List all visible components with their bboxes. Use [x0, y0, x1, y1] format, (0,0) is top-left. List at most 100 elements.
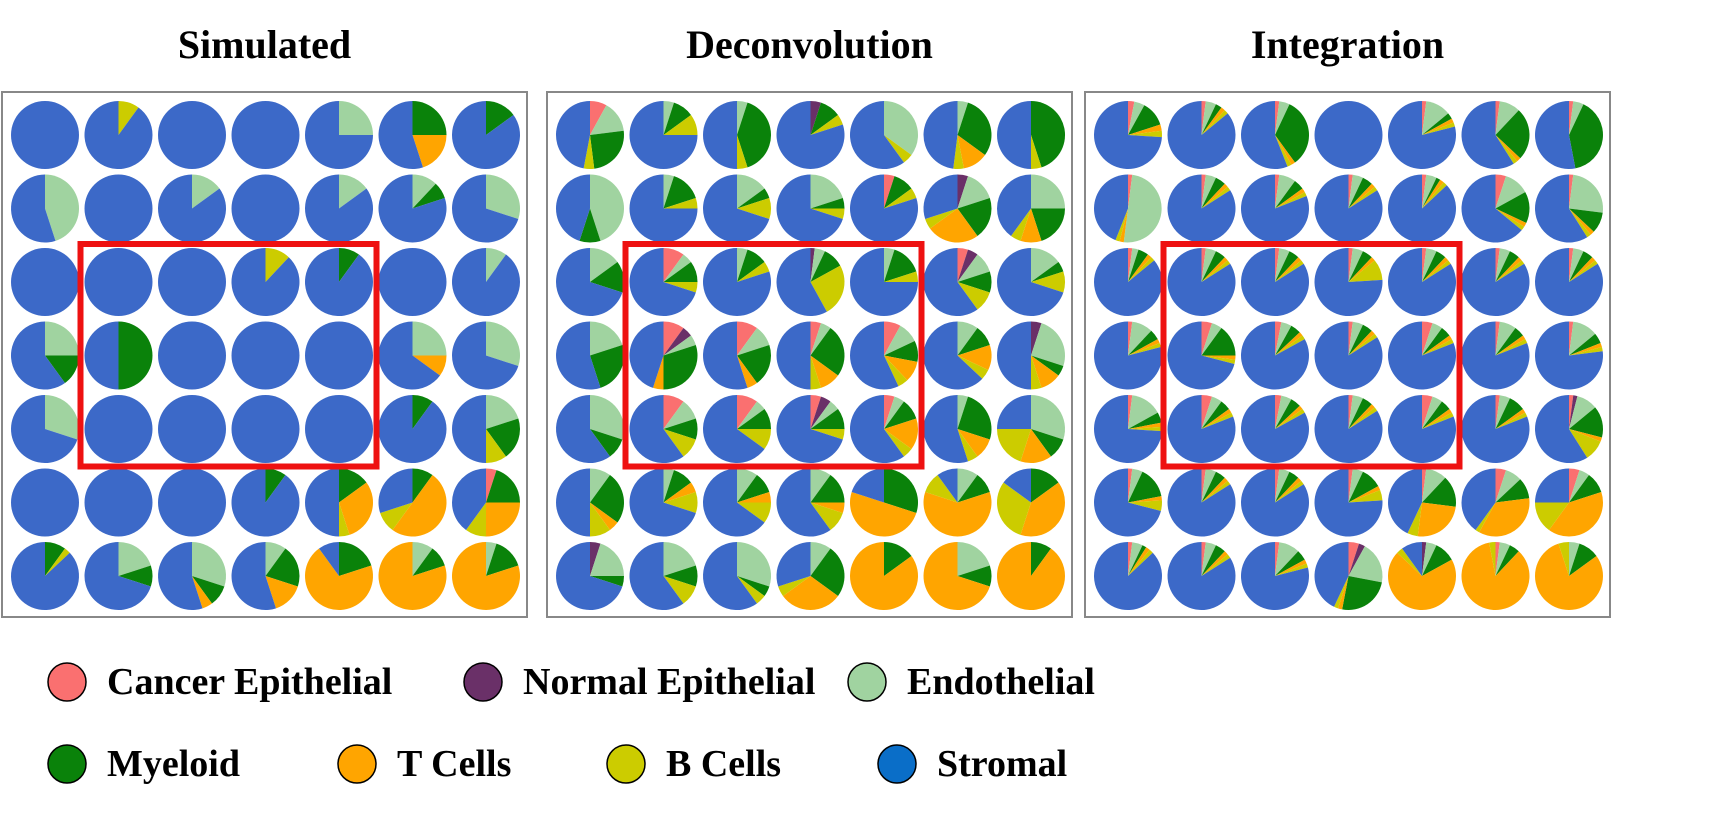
pie-slice-stromal [1240, 395, 1309, 463]
pie-slice-b-cells [1201, 480, 1231, 503]
pie-slice-b-cells [1569, 208, 1591, 238]
pie-slice-myeloid [1348, 324, 1372, 356]
pie-slice-cancer-epithelial [957, 248, 969, 282]
pie-slice-endothelial [1569, 396, 1596, 429]
legend-item-endothelial: Endothelial [847, 661, 1095, 703]
pie-slice-b-cells [1128, 130, 1162, 138]
pie-slice-myeloid [192, 576, 225, 604]
pie-slice-cancer-epithelial [663, 248, 684, 282]
pie-slice-b-cells [265, 248, 289, 282]
pie-slice-stromal [997, 321, 1031, 390]
pie-slice-myeloid [663, 176, 696, 209]
pie-slice-b-cells [1201, 260, 1231, 282]
pie-slice-t-cells [782, 576, 839, 610]
pie-slice-myeloid [1201, 251, 1225, 282]
spot-r1-c0 [555, 174, 625, 243]
pie-slice-normal-epithelial [957, 174, 969, 209]
pie-slice-stromal [1402, 542, 1422, 576]
pie-slice-endothelial [590, 174, 625, 241]
pie-slice-b-cells [380, 502, 413, 531]
spot-r3-c6 [997, 321, 1066, 390]
pie-slice-t-cells [1275, 559, 1307, 576]
pie-slice-b-cells [1201, 554, 1231, 576]
pie-slice-b-cells [45, 548, 70, 576]
pie-slice-stromal [1093, 321, 1162, 390]
panel-title: Simulated [178, 22, 351, 67]
pie-slice-cancer-epithelial [884, 394, 895, 429]
pie-slice-cancer-epithelial [1128, 468, 1133, 503]
pie-slice-myeloid [1569, 333, 1601, 356]
pie-slice-stromal [556, 248, 623, 316]
pie-slice-myeloid [412, 548, 445, 576]
pie-slice-endothelial [339, 174, 367, 209]
pie-slice-stromal [851, 468, 884, 503]
spot-r2-c3 [1314, 248, 1383, 316]
pie-slice-myeloid [1031, 355, 1064, 376]
pie-slice-b-cells [1275, 409, 1305, 429]
pie-slice-b-cells [1407, 502, 1422, 537]
pie-slice-endothelial [810, 401, 839, 429]
spot-r1-c2 [158, 174, 226, 243]
pie-slice-myeloid [1031, 468, 1059, 503]
pie-slice-cancer-epithelial [1422, 468, 1427, 503]
spot-r3-c4 [305, 321, 373, 390]
pie-slice-b-cells [1422, 122, 1455, 135]
pie-slice-endothelial [957, 254, 990, 282]
spot-r4-c6 [997, 395, 1066, 464]
pie-slice-cancer-epithelial [1348, 468, 1353, 503]
pie-slice-t-cells [1495, 335, 1526, 356]
pie-slice-b-cells [925, 208, 958, 229]
pie-slice-cancer-epithelial [1422, 321, 1433, 356]
pie-slice-stromal [11, 248, 79, 316]
pie-slice-myeloid [1275, 180, 1303, 209]
pie-slice-stromal [305, 395, 373, 463]
pie-slice-stromal [304, 174, 373, 243]
pie-slice-t-cells [1422, 257, 1449, 282]
pie-slice-stromal [378, 174, 447, 243]
pie-slice-myeloid [118, 321, 153, 390]
spot-r6-c5 [1461, 542, 1530, 610]
pie-slice-stromal [158, 395, 226, 463]
pie-slice-endothelial [1275, 322, 1292, 356]
pie-slice-b-cells [1558, 542, 1569, 576]
spot-r2-c5 [1461, 248, 1530, 316]
pie-slice-cancer-epithelial [1495, 321, 1500, 356]
pie-slice-normal-epithelial [1569, 395, 1578, 429]
pie-slice-t-cells [957, 344, 992, 370]
pie-slice-cancer-epithelial [1569, 395, 1574, 429]
pie-slice-myeloid [1275, 471, 1299, 503]
pie-slice-endothelial [1128, 395, 1158, 429]
spot-r1-c6 [452, 174, 521, 243]
spot-r0-c1 [84, 101, 153, 169]
pie-slice-stromal [850, 101, 904, 170]
spot-r3-c1 [84, 321, 153, 390]
pie-slice-stromal [1167, 101, 1236, 170]
pie-slice-t-cells [1495, 409, 1526, 429]
pie-slice-stromal [1535, 248, 1604, 316]
pie-slice-stromal [158, 321, 226, 390]
spot-r4-c2 [1240, 395, 1309, 463]
spot-r0-c2 [158, 101, 226, 169]
pie-slice-endothelial [737, 401, 765, 429]
pie-slice-t-cells [486, 502, 520, 537]
pie-slice-cancer-epithelial [884, 321, 901, 356]
spot-r5-c5 [378, 468, 447, 537]
pie-slice-myeloid [339, 248, 359, 282]
pie-slice-stromal [629, 542, 684, 610]
pie-slice-cancer-epithelial [1275, 468, 1280, 503]
pie-slice-endothelial [1201, 323, 1222, 356]
pie-slice-endothelial [737, 542, 772, 587]
spot-r3-c1 [629, 321, 698, 390]
pie-slice-cancer-epithelial [1422, 394, 1433, 429]
spot-r3-c5 [1461, 321, 1530, 390]
pie-slice-b-cells [884, 355, 908, 387]
pie-slice-t-cells [452, 542, 521, 610]
pie-slice-stromal [1535, 395, 1588, 463]
pie-slice-endothelial [1031, 174, 1065, 209]
pie-slice-b-cells [1535, 502, 1569, 531]
pie-slice-endothelial [1569, 321, 1596, 356]
spot-r3-c2 [158, 321, 226, 390]
pie-slice-b-cells [1495, 208, 1525, 231]
spot-r6-c0 [1093, 542, 1162, 610]
